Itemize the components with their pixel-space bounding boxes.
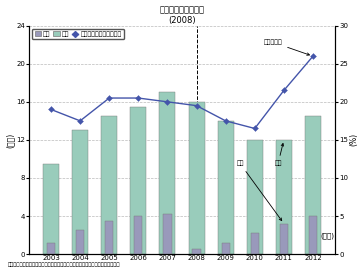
- Bar: [309, 216, 317, 254]
- Text: 備考：海外の比率］海外の設備投賄／（日本国内の設備投賄＋海外設備投賄）。: 備考：海外の比率］海外の設備投賄／（日本国内の設備投賄＋海外設備投賄）。: [7, 262, 120, 267]
- Title: リーマン・ショック
(2008): リーマン・ショック (2008): [159, 6, 205, 25]
- Bar: [193, 249, 201, 254]
- Text: 海外: 海外: [237, 161, 282, 221]
- Bar: [222, 243, 230, 254]
- Bar: [251, 233, 259, 254]
- Text: 海外の比率: 海外の比率: [264, 40, 309, 55]
- Bar: [189, 102, 205, 254]
- Bar: [280, 224, 288, 254]
- Bar: [134, 216, 142, 254]
- Bar: [159, 92, 175, 254]
- Y-axis label: (%): (%): [349, 133, 359, 147]
- Bar: [276, 140, 292, 254]
- Bar: [305, 116, 321, 254]
- Legend: 海外, 国内, 海外の比率（右目盛り）: 海外, 国内, 海外の比率（右目盛り）: [32, 29, 124, 40]
- Bar: [72, 130, 88, 254]
- Bar: [247, 140, 263, 254]
- Bar: [218, 121, 234, 254]
- Text: 国内: 国内: [274, 143, 284, 167]
- Bar: [43, 164, 59, 254]
- Y-axis label: (兆円): (兆円): [5, 132, 15, 148]
- Bar: [76, 230, 84, 254]
- Text: (年度): (年度): [320, 232, 334, 239]
- Bar: [105, 221, 113, 254]
- Bar: [130, 107, 146, 254]
- Bar: [47, 243, 55, 254]
- Bar: [163, 214, 171, 254]
- Bar: [101, 116, 117, 254]
